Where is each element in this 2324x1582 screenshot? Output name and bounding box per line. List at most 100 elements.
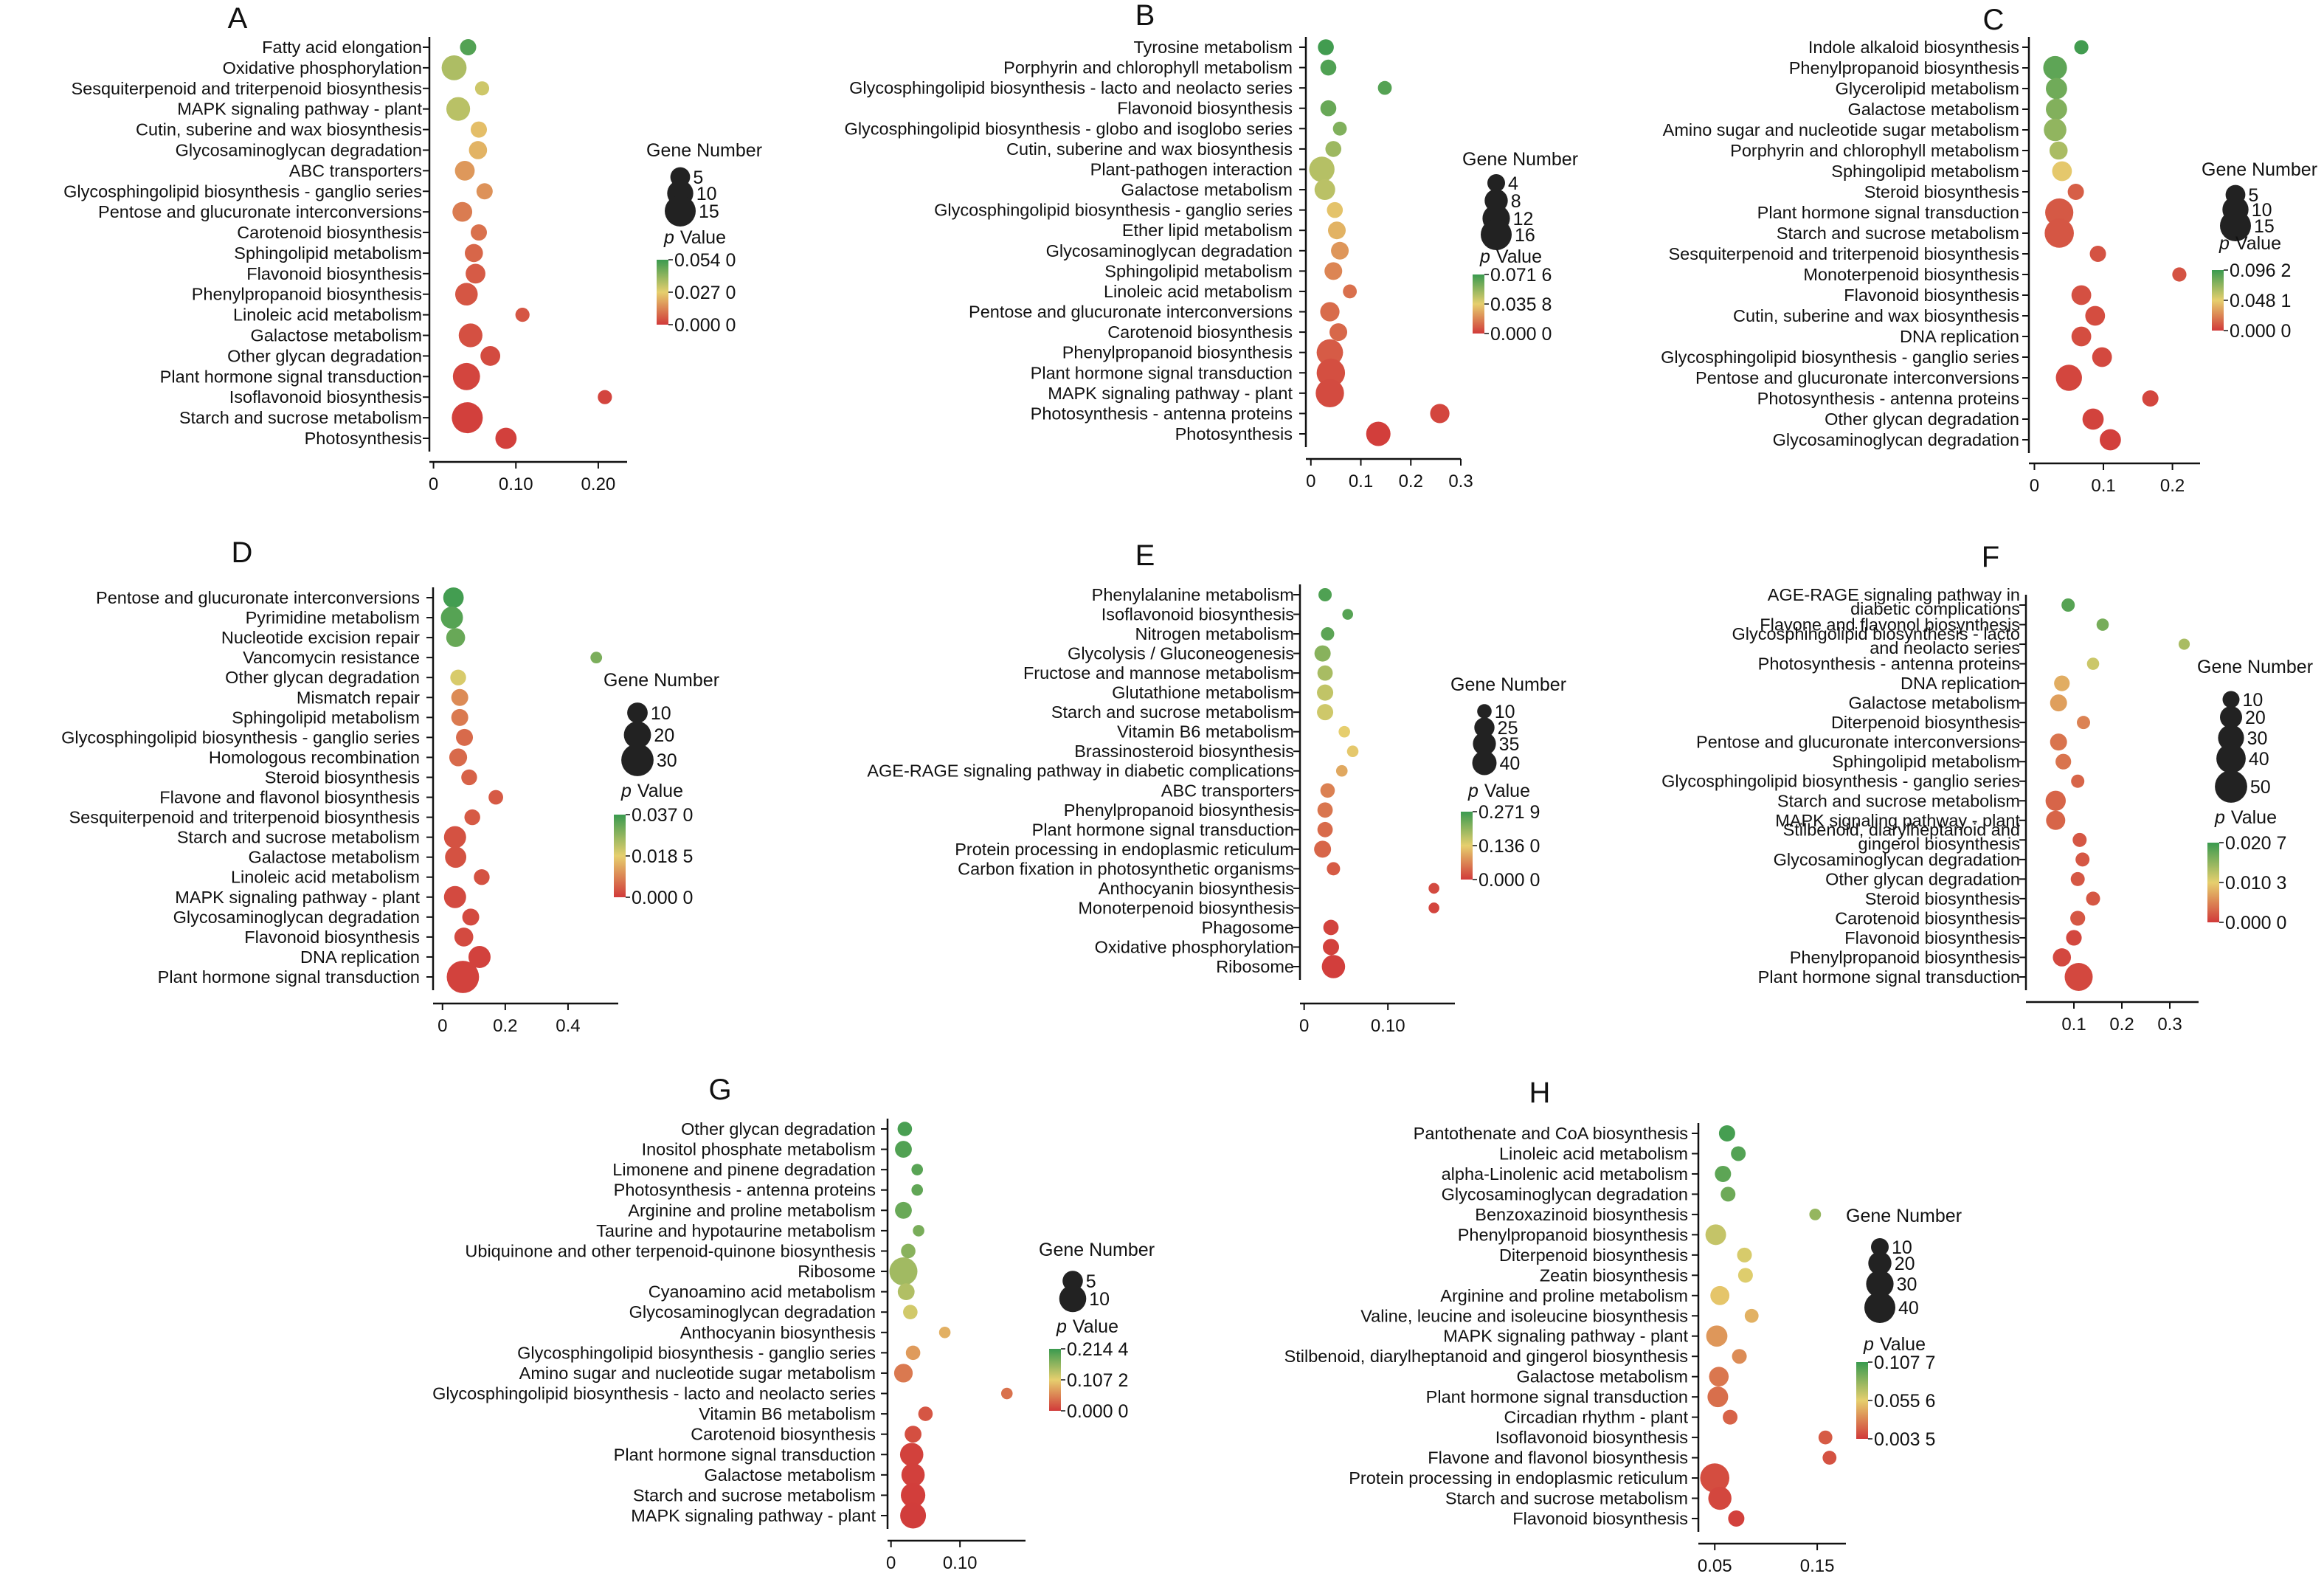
panel-c-color-legend-title: p Value [2218, 233, 2281, 254]
panel-d-point-pentose-and-glucuronate-interconversions [443, 587, 464, 608]
panel-g-point-glycosphingolipid-biosynthesis-ganglio-series [905, 1345, 921, 1361]
panel-h-point-pantothenate-and-coa-biosynthesis [1718, 1125, 1735, 1141]
panel-c-category-label: Other glycan degradation [1825, 410, 2019, 429]
panel-d-category-label: Sphingolipid metabolism [232, 708, 420, 727]
panel-c: C 0 0.1 0.2 Indole alkaloid biosynthesisPhen… [1661, 4, 2317, 496]
panel-d-category-label: Pentose and glucuronate interconversions [96, 588, 420, 607]
panel-c-category-label: Flavonoid biosynthesis [1844, 286, 2019, 305]
panel-e-category-label: Brassinosteroid biosynthesis [1074, 742, 1294, 761]
panel-g-point-plant-hormone-signal-transduction [899, 1443, 924, 1467]
panel-f-color-bar-label: 0.010 3 [2225, 873, 2286, 894]
panel-e-size-legend-dot [1472, 750, 1497, 776]
panel-g-category-label: Glycosaminoglycan degradation [629, 1302, 876, 1322]
panel-b-size-legend-label: 4 [1508, 173, 1518, 194]
panel-a-color-bar-label: 0.027 0 [674, 283, 736, 303]
panel-h-category-label: Arginine and proline metabolism [1440, 1286, 1688, 1305]
panel-h-size-legend-dot [1871, 1238, 1889, 1256]
panel-d-letter: D [232, 536, 253, 569]
panel-e-points [1314, 588, 1439, 978]
panel-c-category-label: DNA replication [1900, 327, 2019, 346]
panel-f-category-label: Diterpenoid biosynthesis [1831, 713, 2020, 732]
panel-f-category-label: Flavonoid biosynthesis [1844, 928, 2020, 947]
panel-g-color-bar [1049, 1349, 1061, 1411]
panel-f-point-starch-and-sucrose-metabolism [2045, 790, 2066, 811]
panel-d-point-mismatch-repair [451, 688, 468, 706]
panel-h-category-label: Linoleic acid metabolism [1499, 1144, 1688, 1163]
panel-b-category-label: Glycosphingolipid biosynthesis - lacto a… [849, 78, 1293, 97]
panel-g-category-label: Inositol phosphate metabolism [642, 1140, 876, 1159]
panel-a-axes: 0 0.10 0.20 [423, 37, 627, 494]
panel-d-x-tick-label: 0.4 [556, 1016, 580, 1036]
panel-f-color-legend-title: p Value [2214, 807, 2277, 828]
panel-d-color-bar-label: 0.018 5 [632, 846, 693, 867]
panel-g-point-photosynthesis-antenna-proteins [911, 1184, 924, 1196]
panel-b-category-label: Carotenoid biosynthesis [1107, 322, 1293, 342]
panel-d-color-legend-title: p Value [620, 781, 683, 801]
panel-a-point-cutin-suberine-and-wax-biosynthesis [471, 121, 487, 138]
panel-c-x-tick-label: 0 [2030, 476, 2039, 496]
panel-b-color-legend-title: p Value [1479, 246, 1542, 267]
panel-b-color-bar-label: 0.000 0 [1490, 324, 1552, 345]
panel-h-category-label: Stilbenoid, diarylheptanoid and gingerol… [1284, 1347, 1688, 1366]
panel-h-point-benzoxazinoid-biosynthesis [1809, 1208, 1822, 1220]
panel-h-size-legend-label: 40 [1898, 1298, 1919, 1319]
panel-f-category-label: MAPK signaling pathway - plant [1775, 811, 2020, 830]
panel-g-point-ribosome [889, 1257, 918, 1286]
panel-d-point-sesquiterpenoid-and-triterpenoid-biosynthesis [464, 809, 480, 826]
panel-b-category-label: Photosynthesis - antenna proteins [1031, 404, 1293, 423]
panel-e-category-label: Nitrogen metabolism [1135, 624, 1294, 643]
panel-c-point-photosynthesis-antenna-proteins [2142, 390, 2159, 407]
panel-b: B 0 0.1 0.2 0.3 Tyrosine metabolismPorphyrin … [845, 0, 1578, 491]
panel-b-category-label: Photosynthesis [1175, 424, 1293, 443]
panel-a-point-fatty-acid-elongation [460, 39, 477, 55]
panel-e-category-label: Glycolysis / Gluconeogenesis [1068, 644, 1294, 663]
panel-d-category-label: Glycosphingolipid biosynthesis - ganglio… [61, 728, 420, 747]
panel-a-category-label: Glycosaminoglycan degradation [176, 140, 422, 159]
panel-d-point-sphingolipid-metabolism [451, 708, 468, 726]
panel-e-point-age-rage-signaling-pathway-in-diabetic-complications [1335, 764, 1348, 777]
panel-g-axes: 0 0.10 [881, 1119, 1026, 1573]
panel-h-point-arginine-and-proline-metabolism [1710, 1285, 1730, 1305]
panel-f-category-label-line: diabetic complications [1850, 599, 2020, 618]
panel-e-point-monoterpenoid-biosynthesis [1428, 902, 1439, 913]
panel-b-category-label: Glycosaminoglycan degradation [1046, 241, 1293, 260]
panel-e-color-legend-title-value: Value [1484, 781, 1530, 801]
panel-d-size-legend-title: Gene Number [604, 670, 719, 691]
panel-c-points [2043, 40, 2187, 451]
panel-c-size-legend-label: 15 [2254, 216, 2275, 237]
panel-f-size-legend-label: 10 [2242, 690, 2263, 711]
panel-a-point-mapk-signaling-pathway-plant [446, 97, 471, 121]
panel-b-category-label: Sphingolipid metabolism [1104, 261, 1293, 280]
panel-h-size-legend-title: Gene Number [1846, 1206, 1962, 1226]
panel-f-size-legend-dot [2222, 691, 2240, 708]
panel-f-point-glycosphingolipid-biosynthesis-lacto-and-neolacto-series [2178, 638, 2190, 650]
panel-d-x-tick-label: 0 [438, 1016, 447, 1036]
panel-b-letter: B [1135, 0, 1155, 32]
panel-g-size-legend-label: 10 [1089, 1289, 1110, 1310]
panel-c-x-tick-label: 0.2 [2160, 476, 2185, 496]
panel-g-category-label: Anthocyanin biosynthesis [680, 1323, 876, 1342]
panel-f-point-other-glycan-degradation [2070, 871, 2085, 886]
panel-g-point-mapk-signaling-pathway-plant [900, 1502, 927, 1529]
panel-a-point-other-glycan-degradation [480, 346, 501, 366]
panel-d-category-label: Mismatch repair [297, 688, 420, 707]
panel-d-category-label: Sesquiterpenoid and triterpenoid biosynt… [69, 808, 420, 827]
panel-g-point-amino-sugar-and-nucleotide-sugar-metabolism [893, 1364, 913, 1383]
panel-h-size-legend-label: 10 [1892, 1237, 1912, 1258]
panel-b-point-tyrosine-metabolism [1318, 39, 1334, 55]
panel-a-point-pentose-and-glucuronate-interconversions [452, 201, 473, 222]
panel-d-size-legend-dot [623, 721, 651, 749]
panel-f-category-label: Glycosaminoglycan degradation [1774, 850, 2020, 869]
panel-d-category-label: Starch and sucrose metabolism [177, 828, 420, 847]
panel-h-point-phenylpropanoid-biosynthesis [1705, 1224, 1726, 1246]
panel-c-point-indole-alkaloid-biosynthesis [2074, 40, 2089, 55]
panel-b-category-label: Pentose and glucuronate interconversions [969, 303, 1293, 322]
panel-a-category-label: Linoleic acid metabolism [233, 305, 422, 325]
panel-g-point-taurine-and-hypotaurine-metabolism [913, 1225, 924, 1237]
panel-d-point-glycosphingolipid-biosynthesis-ganglio-series [456, 728, 474, 746]
panel-f-category-label: Photosynthesis - antenna proteins [1758, 654, 2020, 674]
panel-e-point-ribosome [1321, 955, 1346, 978]
panel-f-category-label-line: Stilbenoid, diarylheptanoid and [1783, 820, 2020, 839]
